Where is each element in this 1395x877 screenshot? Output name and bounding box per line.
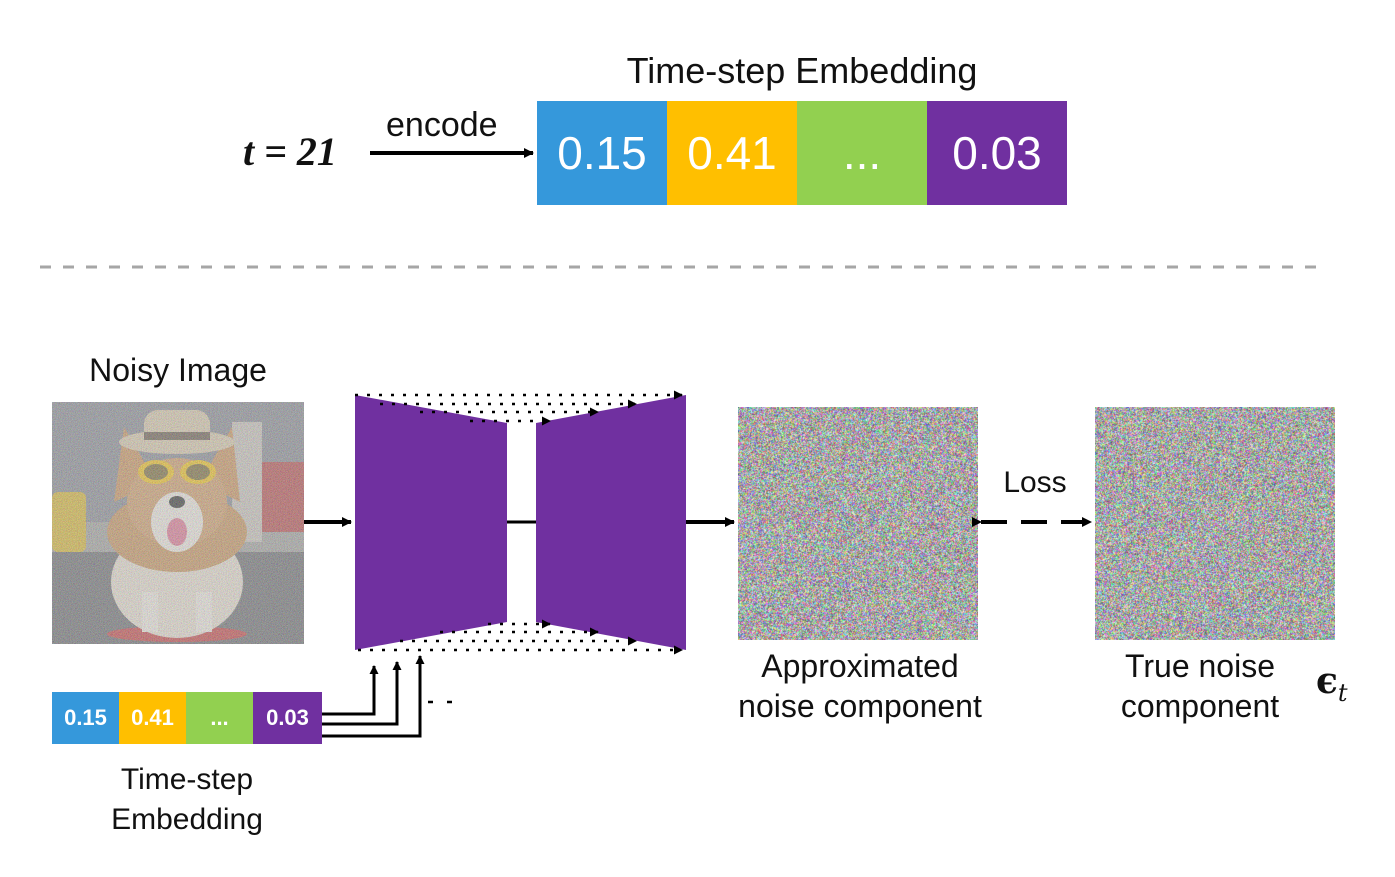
small-embedding-cell-1: 0.15 bbox=[52, 692, 119, 744]
embedding-cell-3-text: ... bbox=[842, 127, 882, 179]
small-embedding-cell-3: ... bbox=[186, 692, 253, 744]
embedding-cell-4-text: 0.03 bbox=[952, 127, 1042, 179]
epsilon-main: ϵ bbox=[1316, 660, 1338, 702]
small-embedding-label-line1: Time-step bbox=[120, 763, 254, 796]
timestep-value-label: t = 21 bbox=[243, 129, 337, 174]
unet-decoder bbox=[536, 395, 686, 650]
true-noise-image bbox=[1095, 407, 1335, 640]
embedding-cell-3: ... bbox=[797, 101, 927, 205]
embedding-cell-4: 0.03 bbox=[927, 101, 1067, 205]
embedding-cell-2: 0.41 bbox=[667, 101, 797, 205]
loss-label: Loss bbox=[1003, 466, 1067, 499]
epsilon-subscript: t bbox=[1337, 679, 1348, 708]
epsilon-symbol: ϵt bbox=[1316, 660, 1348, 707]
embedding-cell-2-text: 0.41 bbox=[687, 127, 777, 179]
embedding-injection-arrow bbox=[322, 665, 379, 716]
small-embedding-cell-4: 0.03 bbox=[253, 692, 322, 744]
embedding-injection-arrow bbox=[322, 661, 402, 726]
approximated-noise-image bbox=[738, 407, 978, 640]
noisy-image bbox=[52, 402, 304, 644]
small-embedding-cell-2: 0.41 bbox=[119, 692, 186, 744]
encode-label: encode bbox=[386, 106, 498, 144]
small-embedding-label-line2: Embedding bbox=[111, 803, 263, 836]
small-embedding-cell-1-text: 0.15 bbox=[64, 705, 107, 730]
embedding-title: Time-step Embedding bbox=[626, 50, 978, 91]
small-embedding-cell-4-text: 0.03 bbox=[266, 705, 309, 730]
embedding-cell-1-text: 0.15 bbox=[557, 127, 647, 179]
embedding-cell-1: 0.15 bbox=[537, 101, 667, 205]
embedding-vector: 0.15 0.41 ... 0.03 bbox=[537, 101, 1067, 205]
noisy-image-label: Noisy Image bbox=[89, 352, 267, 388]
approximated-noise-label-line1: Approximated bbox=[761, 648, 959, 684]
approximated-noise-label-line2: noise component bbox=[738, 688, 982, 724]
embedding-injection-arrow bbox=[322, 655, 425, 738]
true-noise-label-line1: True noise bbox=[1125, 648, 1275, 684]
small-embedding-cell-2-text: 0.41 bbox=[131, 705, 174, 730]
true-noise-label-line2: component bbox=[1120, 688, 1280, 724]
small-embedding-cell-3-text: ... bbox=[210, 705, 229, 730]
unet-encoder bbox=[355, 395, 507, 650]
small-embedding-vector: 0.15 0.41 ... 0.03 bbox=[52, 692, 322, 744]
